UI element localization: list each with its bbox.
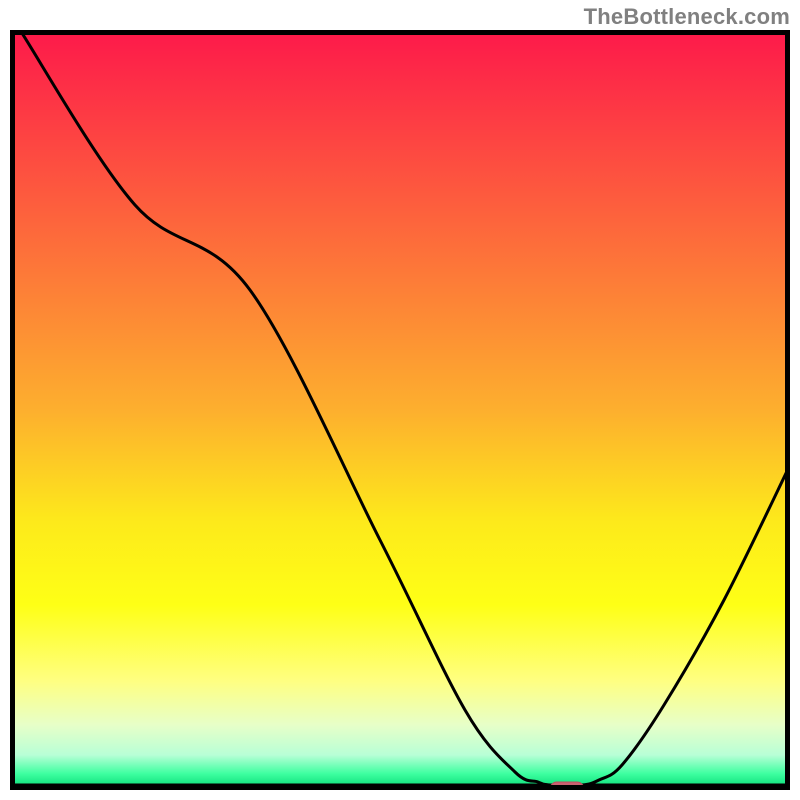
page-root: TheBottleneck.com	[0, 0, 800, 800]
chart-svg	[10, 30, 790, 790]
chart-background	[15, 35, 785, 785]
watermark-text: TheBottleneck.com	[584, 4, 790, 30]
bottleneck-chart	[10, 30, 790, 790]
